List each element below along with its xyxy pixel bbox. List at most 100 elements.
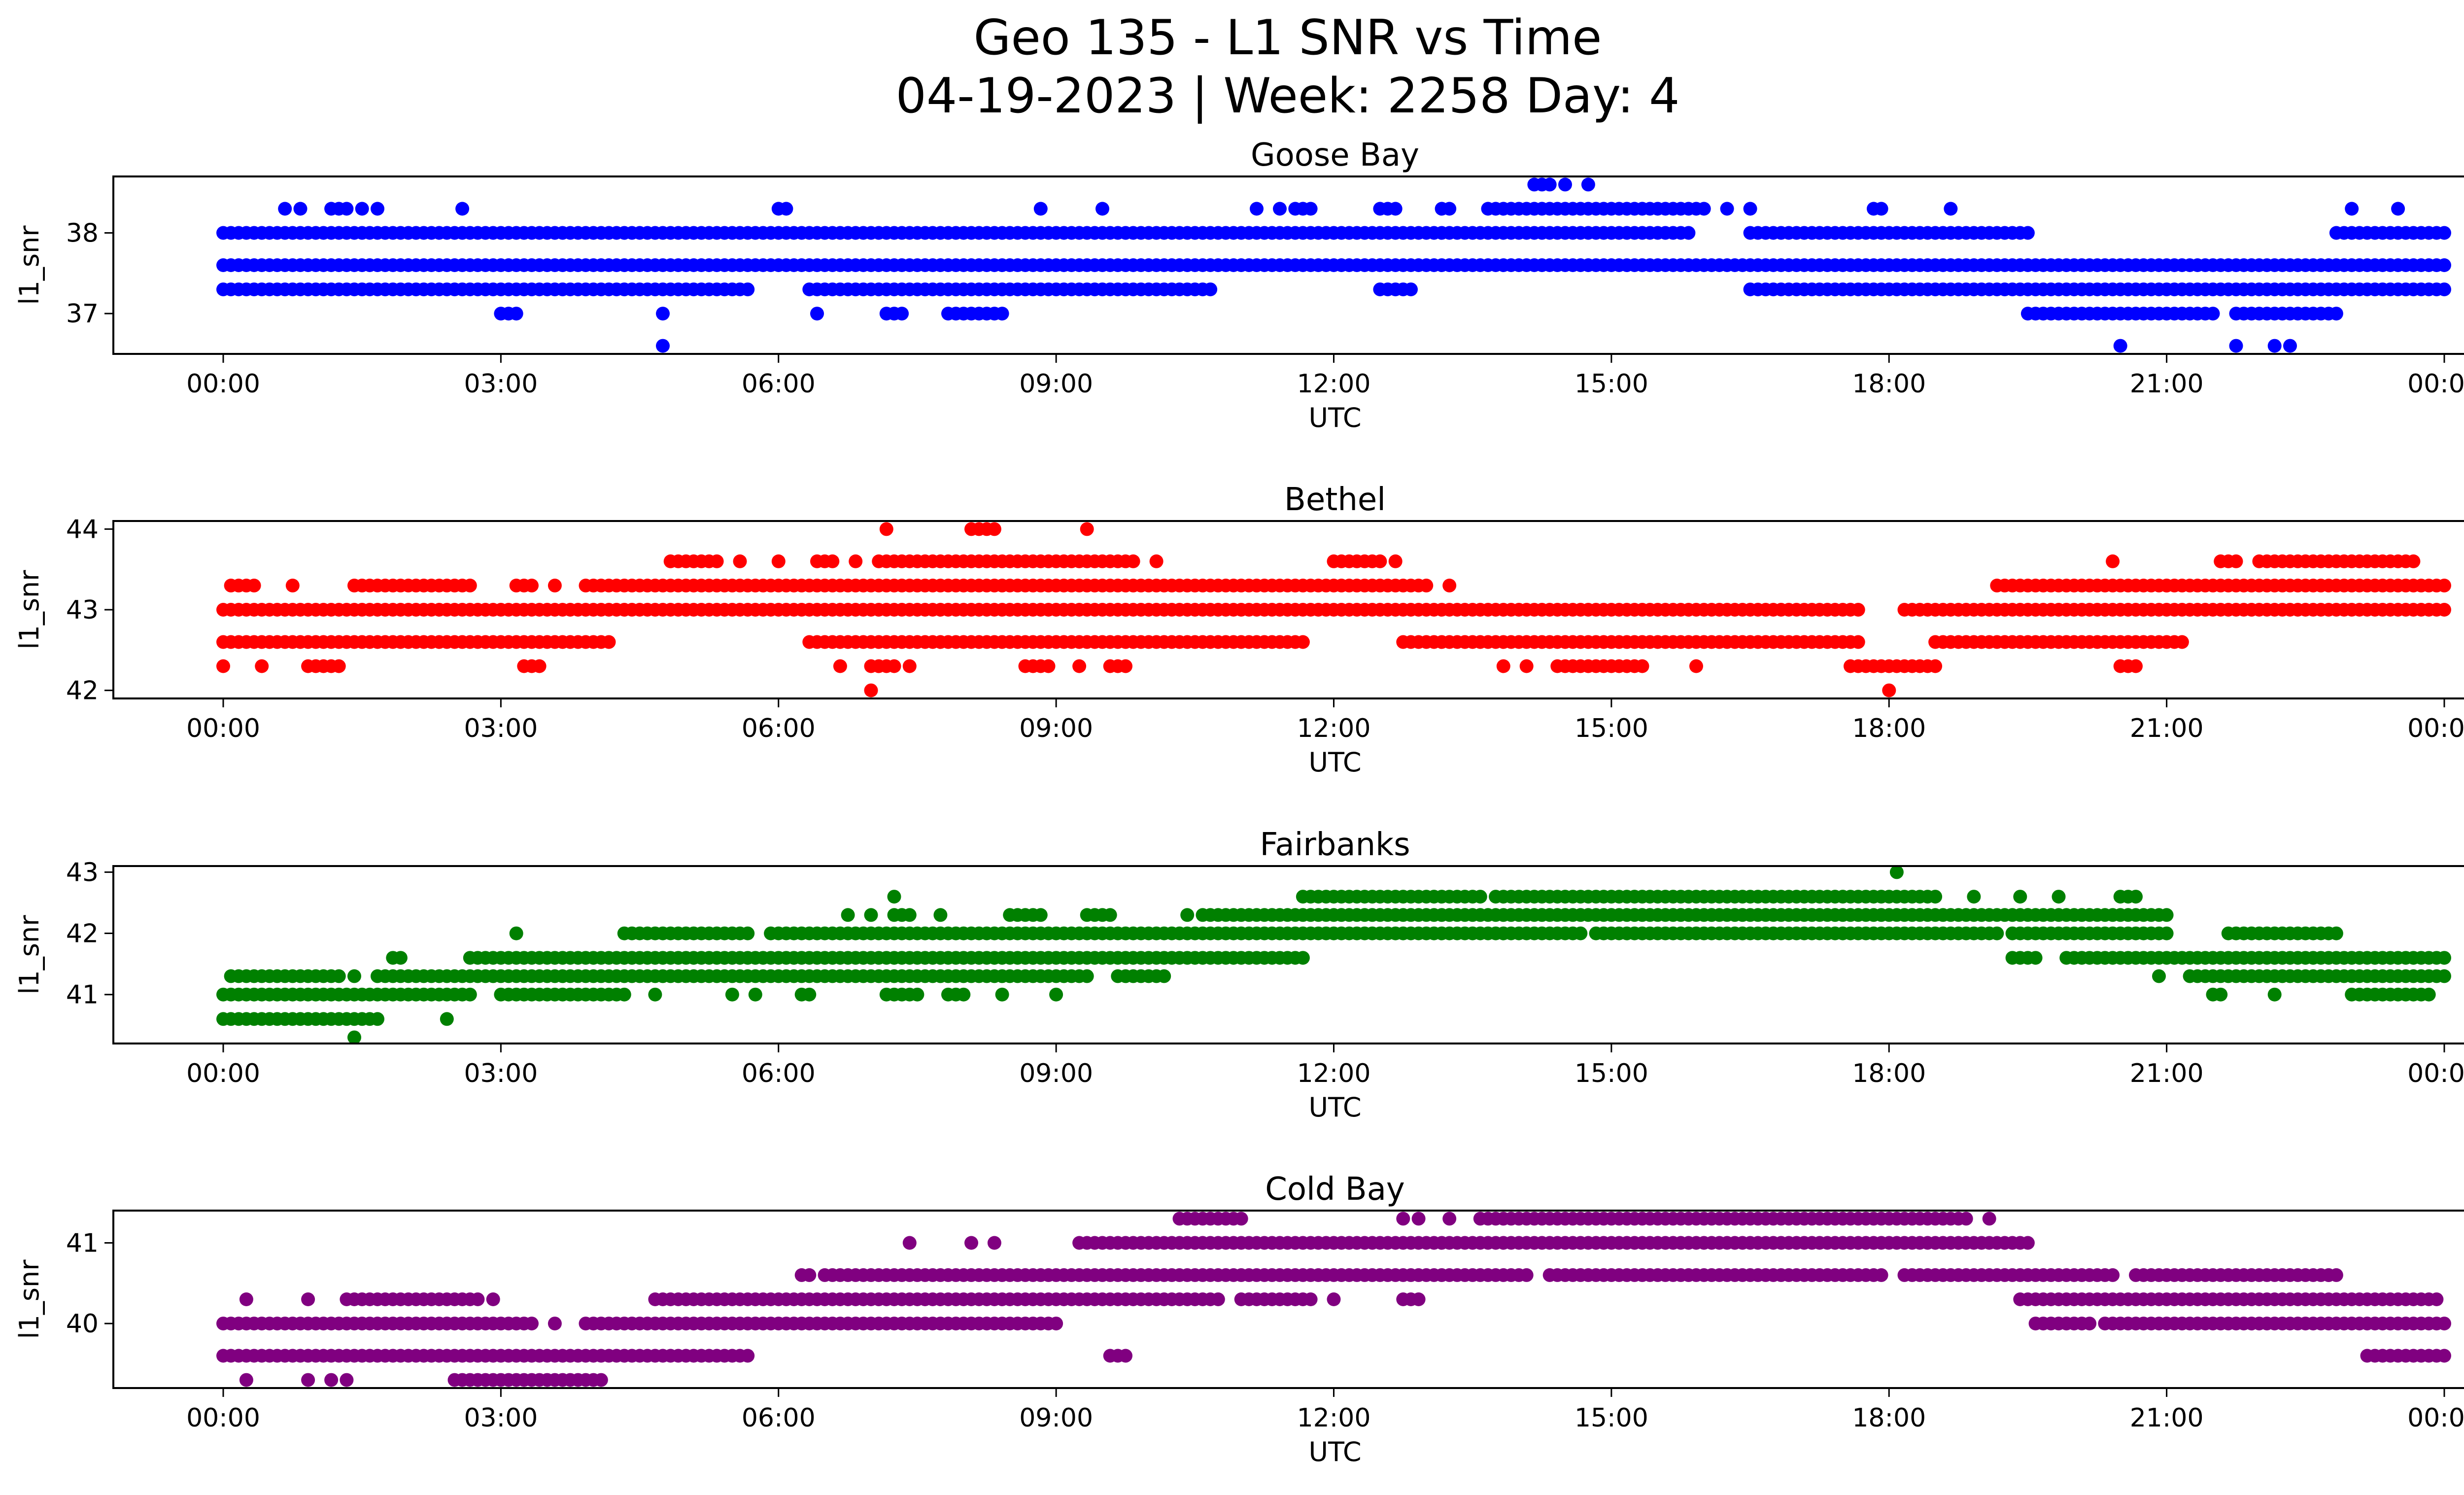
- y-axis-label: l1_snr: [14, 1259, 45, 1339]
- x-tick-label: 21:00: [2130, 369, 2204, 399]
- data-point: [1928, 659, 1943, 673]
- data-point: [1388, 554, 1403, 568]
- data-point: [548, 1317, 562, 1331]
- data-point: [1119, 659, 1132, 673]
- data-point: [987, 522, 1001, 536]
- data-point: [964, 1236, 978, 1250]
- x-tick-label: 12:00: [1297, 714, 1371, 743]
- data-point: [371, 202, 384, 216]
- subplot-title: Goose Bay: [1251, 137, 1419, 174]
- data-point: [1874, 1268, 1888, 1282]
- data-point: [594, 1373, 608, 1387]
- x-tick-label: 03:00: [464, 1059, 538, 1088]
- data-point: [2329, 307, 2343, 321]
- x-tick-label: 18:00: [1852, 369, 1926, 399]
- data-point: [2028, 951, 2043, 965]
- data-point: [2406, 554, 2421, 568]
- data-point: [2345, 202, 2359, 216]
- data-point: [2129, 659, 2143, 673]
- figure-title-line-2: 04-19-2023 | Week: 2258 Day: 4: [895, 68, 1680, 124]
- data-point: [2013, 890, 2027, 904]
- data-point: [1558, 177, 1572, 192]
- data-point: [810, 307, 824, 321]
- data-point: [987, 1236, 1001, 1250]
- data-point: [1157, 969, 1171, 983]
- subplot-title: Bethel: [1284, 482, 1386, 518]
- data-point: [841, 908, 855, 922]
- data-point: [2206, 307, 2220, 321]
- data-point: [1959, 1212, 1973, 1226]
- data-point: [2437, 1317, 2451, 1331]
- y-tick-label: 42: [66, 919, 99, 949]
- data-point: [1496, 659, 1510, 673]
- x-tick-label: 15:00: [1574, 714, 1648, 743]
- data-point: [2214, 987, 2228, 1002]
- data-point: [1928, 890, 1943, 904]
- x-tick-label: 09:00: [1019, 369, 1093, 399]
- data-point: [1103, 908, 1117, 922]
- data-point: [2106, 554, 2120, 568]
- x-axis-label: UTC: [1308, 1436, 1361, 1467]
- data-point: [293, 202, 308, 216]
- data-point: [710, 554, 724, 568]
- data-point: [2391, 202, 2405, 216]
- subplot-title: Cold Bay: [1265, 1171, 1405, 1208]
- data-point: [648, 987, 662, 1002]
- x-tick-label: 09:00: [1019, 1059, 1093, 1088]
- data-point: [1080, 969, 1094, 983]
- data-point: [239, 1292, 253, 1306]
- data-point: [879, 522, 893, 536]
- data-point: [910, 987, 924, 1002]
- x-tick-label: 00:00: [2407, 714, 2464, 743]
- x-tick-label: 00:00: [2407, 369, 2464, 399]
- data-point: [548, 578, 562, 592]
- data-point: [1874, 202, 1888, 216]
- data-point: [1635, 659, 1649, 673]
- data-point: [1574, 926, 1588, 940]
- data-point: [1396, 1212, 1410, 1226]
- data-point: [393, 951, 408, 965]
- subplot-2: Fairbanks 00:00 03:00 06:00 09:00 12:00 15:00 1…: [14, 827, 2464, 1123]
- data-point: [1250, 202, 1264, 216]
- data-point: [802, 987, 817, 1002]
- data-point: [849, 554, 863, 568]
- data-point: [1296, 951, 1310, 965]
- data-point: [1681, 226, 1696, 240]
- data-point: [2020, 1236, 2035, 1250]
- y-tick-label: 41: [66, 1228, 99, 1258]
- x-tick-label: 12:00: [1297, 369, 1371, 399]
- x-tick-label: 00:00: [186, 1059, 260, 1088]
- data-point: [463, 987, 477, 1002]
- data-point: [1442, 1212, 1457, 1226]
- data-point: [1180, 908, 1195, 922]
- data-point: [1982, 1212, 1996, 1226]
- x-tick-label: 09:00: [1019, 1403, 1093, 1433]
- scatter-series: [216, 522, 2451, 697]
- data-point: [833, 659, 847, 673]
- data-point: [995, 987, 1009, 1002]
- subplot-3: Cold Bay 00:00 03:00 06:00 09:00 12:00 15:00 18…: [14, 1171, 2464, 1467]
- data-point: [933, 908, 948, 922]
- data-point: [957, 987, 971, 1002]
- data-point: [2159, 908, 2174, 922]
- y-axis-label: l1_snr: [14, 915, 45, 995]
- y-axis-label: l1_snr: [14, 570, 45, 650]
- x-tick-label: 15:00: [1574, 369, 1648, 399]
- data-point: [509, 926, 523, 940]
- data-point: [2422, 987, 2436, 1002]
- data-point: [1967, 890, 1981, 904]
- data-point: [2152, 969, 2166, 983]
- data-point: [2113, 339, 2127, 353]
- subplot-0: Goose Bay 00:00 03:00 06:00 09:00 12:00 15:00 1…: [14, 137, 2464, 433]
- x-tick-label: 00:00: [186, 369, 260, 399]
- y-tick-label: 40: [66, 1309, 99, 1339]
- data-point: [1033, 908, 1048, 922]
- data-point: [1211, 1292, 1225, 1306]
- x-tick-label: 03:00: [464, 1403, 538, 1433]
- data-point: [2437, 578, 2451, 592]
- data-point: [771, 554, 786, 568]
- x-axis-label: UTC: [1308, 747, 1361, 778]
- x-tick-label: 21:00: [2130, 1403, 2204, 1433]
- data-point: [741, 1349, 755, 1363]
- data-point: [1689, 659, 1703, 673]
